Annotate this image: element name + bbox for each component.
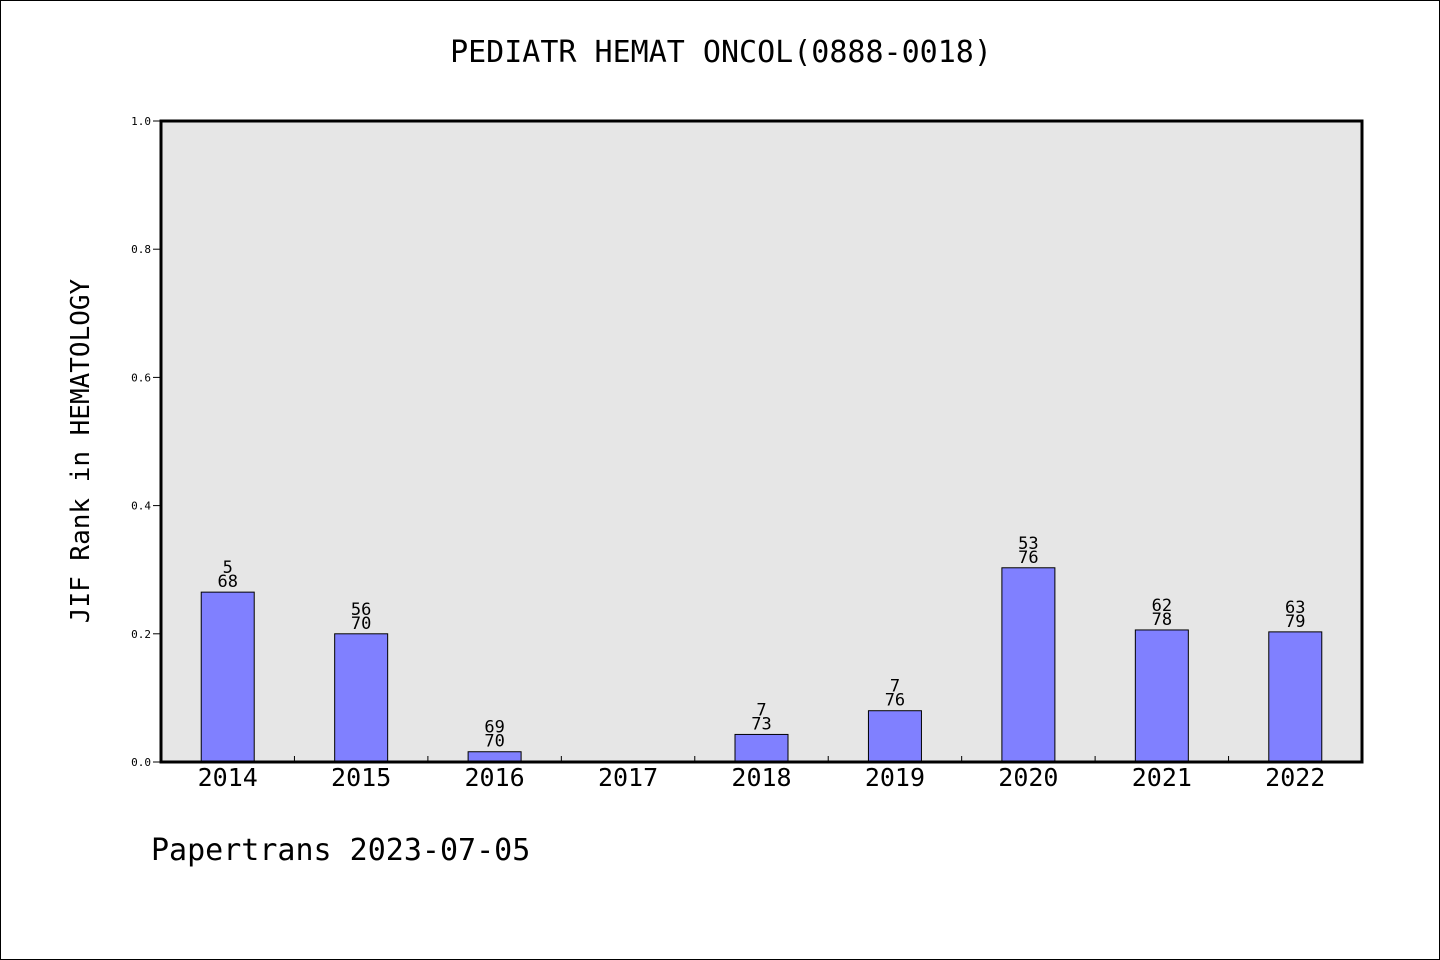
bar-rank-label: 63 — [1285, 598, 1305, 618]
bar — [867, 710, 922, 763]
chart-title: PEDIATR HEMAT ONCOL(0888-0018) — [450, 35, 992, 70]
bar-total-label: 76 — [1018, 548, 1038, 568]
bar-total-label: 68 — [217, 572, 237, 592]
bar — [334, 633, 389, 763]
bar — [734, 733, 789, 763]
x-tick-label: 2016 — [465, 763, 525, 792]
x-tick-label: 2021 — [1132, 763, 1192, 792]
bar — [1001, 567, 1056, 763]
bar-total-label: 70 — [351, 614, 371, 634]
y-tick-label: 0.8 — [131, 243, 151, 256]
y-tick-label: 1.0 — [131, 115, 151, 128]
x-tick-label: 2015 — [331, 763, 391, 792]
y-tick-label: 0.0 — [131, 756, 151, 769]
bar-total-label: 73 — [751, 714, 771, 734]
bar-total-label: 76 — [885, 691, 905, 711]
bar — [1268, 631, 1323, 763]
bar-rank-label: 53 — [1018, 534, 1038, 554]
y-tick-label: 0.6 — [131, 371, 151, 384]
bar — [1134, 629, 1189, 763]
footer-credit: Papertrans 2023-07-05 — [151, 833, 531, 868]
bar-total-label: 79 — [1285, 612, 1305, 632]
x-tick-label: 2019 — [865, 763, 925, 792]
bar-rank-label: 7 — [890, 677, 900, 697]
x-tick-label: 2017 — [598, 763, 658, 792]
bar-rank-label: 7 — [756, 700, 766, 720]
x-tick-label: 2014 — [198, 763, 258, 792]
bar-rank-label: 5 — [223, 558, 233, 578]
y-tick-label: 0.4 — [131, 500, 151, 513]
x-tick-label: 2020 — [998, 763, 1058, 792]
bar-total-label: 70 — [484, 732, 504, 752]
x-tick-label: 2018 — [731, 763, 791, 792]
y-tick-label: 0.2 — [131, 628, 151, 641]
bar-rank-label: 62 — [1152, 596, 1172, 616]
bar — [200, 591, 255, 763]
bar-rank-label: 56 — [351, 600, 371, 620]
bar — [467, 751, 522, 763]
plot-border — [159, 119, 1364, 764]
x-tick-label: 2022 — [1265, 763, 1325, 792]
bar-total-label: 78 — [1152, 610, 1172, 630]
bar-rank-label: 69 — [484, 718, 504, 738]
